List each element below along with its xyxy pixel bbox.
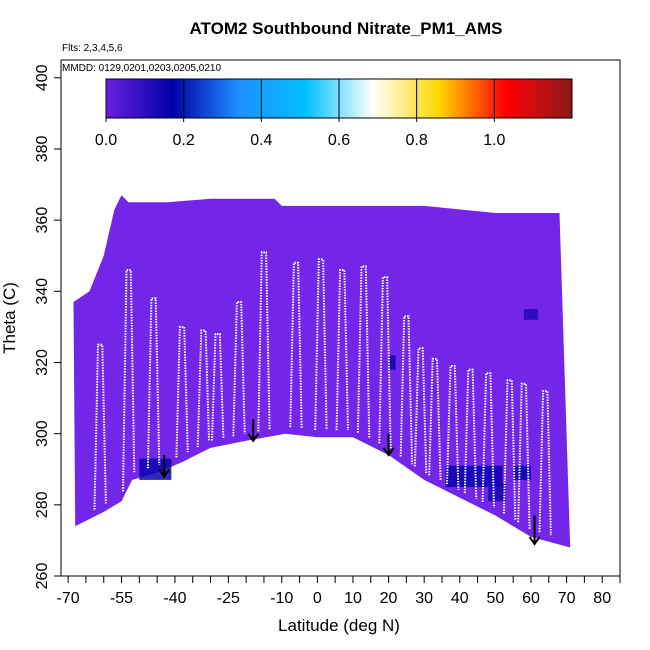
colorbar-tick-label: 0.8 — [406, 132, 428, 149]
arrow-head — [247, 433, 260, 443]
x-tick-label: 70 — [558, 590, 576, 607]
flight-profile — [289, 261, 303, 429]
x-tick-label: 80 — [593, 590, 611, 607]
plot-frame — [60, 59, 621, 577]
x-tick-label: -40 — [163, 590, 186, 607]
flight-profile — [175, 325, 189, 458]
flight-profile — [481, 372, 495, 508]
arrow-head — [382, 447, 395, 457]
down-arrow — [247, 419, 260, 443]
flight-profile — [146, 297, 161, 469]
y-tick-label: 280 — [34, 491, 51, 518]
y-axis-label: Theta (C) — [0, 282, 19, 354]
x-axis-label: Latitude (deg N) — [278, 616, 400, 635]
flight-profile — [93, 343, 107, 510]
colorbar: 0.0 0.2 0.4 0.6 0.8 1.0 — [95, 78, 573, 149]
down-arrow — [382, 433, 395, 457]
y-tick-label: 300 — [34, 420, 51, 447]
x-tick-label: -25 — [217, 590, 240, 607]
flight-profile — [378, 276, 392, 450]
data-patch — [445, 465, 503, 488]
x-tick-label: 10 — [344, 590, 362, 607]
flight-profile — [314, 258, 328, 431]
flight-profile — [413, 347, 428, 474]
colorbar-tick-label: 0.0 — [95, 132, 117, 149]
x-tick-label: 60 — [522, 590, 540, 607]
y-tick-label: 340 — [34, 278, 51, 305]
flight-profile — [356, 265, 371, 439]
x-tick-label: -70 — [57, 590, 80, 607]
y-tick-label: 260 — [34, 563, 51, 590]
x-tick-label: -55 — [110, 590, 133, 607]
flight-profile — [463, 368, 478, 499]
flight-profile — [502, 379, 517, 521]
down-arrow — [528, 515, 541, 546]
y-tick-label: 360 — [34, 207, 51, 234]
x-tick-label: 20 — [380, 590, 398, 607]
x-tick-label: 50 — [486, 590, 504, 607]
data-patch — [523, 309, 539, 320]
y-tick-label: 320 — [34, 349, 51, 376]
arrow-head — [528, 536, 541, 546]
data-patch — [388, 355, 396, 370]
flight-profile — [211, 333, 225, 441]
axes: -70 -55 -40 -25 -10 0 10 20 30 40 50 60 70 80 260 280 30… — [34, 64, 621, 607]
arrow-head — [158, 468, 171, 479]
data-patch — [139, 458, 172, 480]
y-tick-label: 380 — [34, 136, 51, 163]
x-tick-label: 0 — [313, 590, 322, 607]
chart-title: ATOM2 Southbound Nitrate_PM1_AMS — [190, 19, 503, 38]
data-field — [73, 195, 571, 548]
flight-profile — [517, 382, 531, 529]
flight-profile — [335, 269, 349, 431]
x-tick-label: -10 — [270, 590, 293, 607]
dates-note: MMDD: 0129,0201,0203,0205,0210 — [62, 63, 221, 74]
flight-profile — [232, 301, 246, 437]
flight-profile — [122, 269, 136, 492]
flight-profile — [446, 365, 460, 490]
flights-note: Flts: 2,3,4,5,6 — [62, 43, 123, 54]
colorbar-tick-label: 1.0 — [483, 132, 505, 149]
y-tick-label: 400 — [34, 64, 51, 91]
x-tick-label: 40 — [451, 590, 469, 607]
down-arrow — [158, 455, 171, 479]
colorbar-tick-label: 0.6 — [328, 132, 350, 149]
colorbar-tick-label: 0.4 — [250, 132, 272, 149]
plot-area — [73, 195, 571, 548]
flight-profile — [428, 357, 442, 482]
colorbar-tick-label: 0.2 — [173, 132, 195, 149]
x-tick-label: 30 — [415, 590, 433, 607]
flight-profile — [257, 251, 271, 432]
flight-profile — [196, 329, 211, 448]
flight-profile — [538, 390, 552, 536]
data-patch — [513, 465, 531, 480]
